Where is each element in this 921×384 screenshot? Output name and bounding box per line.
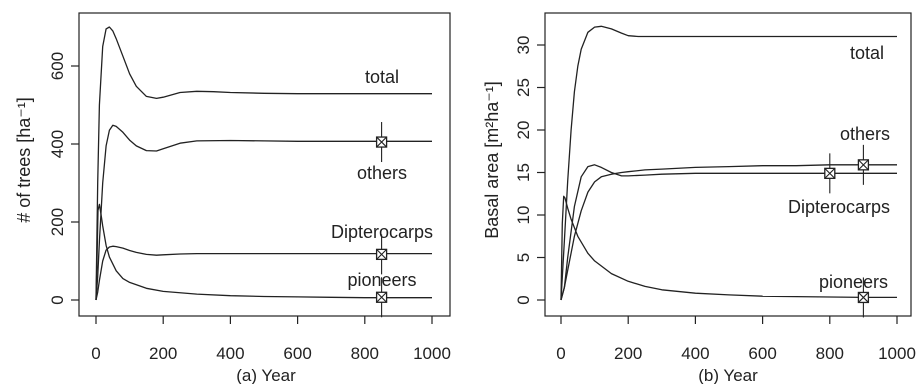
x-tick-label: 600 — [748, 344, 776, 363]
marker-pioneers — [375, 277, 388, 318]
y-axis-title: # of trees [ha⁻¹] — [14, 97, 34, 223]
y-tick-label: 0 — [48, 295, 67, 304]
marker-pioneers — [857, 277, 870, 318]
series-line-dipterocarps — [95, 245, 432, 301]
panel-caption: (a) Year — [236, 366, 296, 384]
x-tick-label: 400 — [216, 344, 244, 363]
y-tick-label: 10 — [514, 206, 533, 225]
chart-panel-a: 0 200 400 600 800 1000 0 200 400 600 # of trees [h… — [14, 12, 451, 384]
series-line-total — [560, 25, 897, 301]
series-label-total: total — [850, 43, 884, 63]
series-line-pioneers — [95, 203, 432, 301]
series-label-others: others — [840, 124, 890, 144]
marker-cross — [858, 159, 869, 171]
series-label-dipterocarps: Dipterocarps — [331, 222, 433, 242]
x-tick-label: 1000 — [413, 344, 451, 363]
y-tick-label: 15 — [514, 163, 533, 182]
x-tick-label: 800 — [351, 344, 379, 363]
marker-dipterocarps — [824, 153, 836, 194]
y-tick-label: 30 — [514, 36, 533, 55]
x-tick-label: 0 — [556, 344, 565, 363]
x-tick-label: 0 — [91, 344, 100, 363]
series-label-dipterocarps: Dipterocarps — [788, 197, 890, 217]
marker-cross — [824, 167, 836, 179]
series-line-total — [95, 26, 432, 301]
y-tick-label: 20 — [514, 121, 533, 140]
marker-cross — [376, 136, 387, 148]
series-label-total: total — [365, 67, 399, 87]
x-tick-label: 200 — [614, 344, 642, 363]
y-tick-label: 400 — [48, 130, 67, 158]
marker-dipterocarps — [375, 234, 388, 275]
series-line-dipterocarps — [560, 164, 897, 301]
series-label-others: others — [357, 163, 407, 183]
x-tick-label: 1000 — [878, 344, 916, 363]
panel-caption: (b) Year — [698, 366, 758, 384]
series-label-pioneers: pioneers — [819, 272, 888, 292]
x-tick-label: 200 — [149, 344, 177, 363]
marker-others — [375, 122, 388, 163]
x-tick-label: 400 — [681, 344, 709, 363]
x-tick-label: 800 — [816, 344, 844, 363]
y-tick-label: 600 — [48, 52, 67, 80]
marker-cross — [376, 248, 387, 260]
marker-others — [857, 144, 870, 185]
marker-cross — [858, 292, 869, 303]
y-axis-title: Basal area [m²ha⁻¹] — [482, 81, 502, 239]
series-line-pioneers — [560, 195, 897, 301]
x-tick-label: 600 — [283, 344, 311, 363]
y-tick-label: 25 — [514, 78, 533, 97]
y-tick-label: 0 — [514, 295, 533, 304]
marker-cross — [376, 291, 387, 303]
y-tick-label: 5 — [514, 253, 533, 262]
y-tick-label: 200 — [48, 208, 67, 236]
chart-panel-b: 0 200 400 600 800 1000 0 5 10 15 20 25 30 Basal area … — [482, 12, 916, 384]
series-line-others — [95, 124, 432, 301]
